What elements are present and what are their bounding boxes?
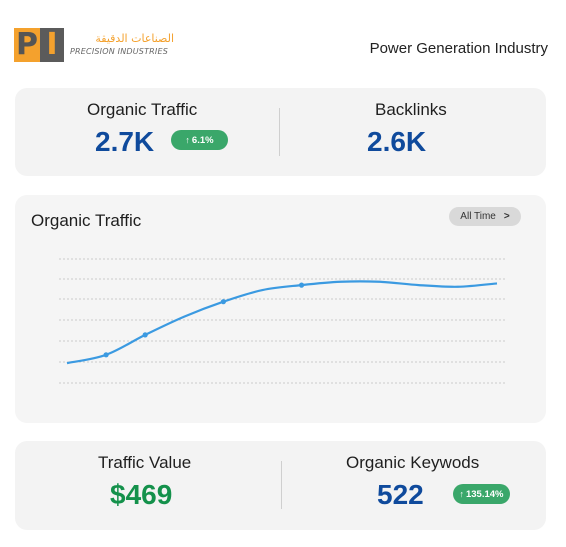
organic-keywords-change-badge: ↑ 135.14% xyxy=(453,484,510,504)
organic-traffic-change: 6.1% xyxy=(191,135,214,146)
traffic-value-label: Traffic Value xyxy=(98,453,192,472)
organic-traffic-value: 2.7K xyxy=(95,126,155,157)
organic-keywords-value: 522 xyxy=(377,479,424,510)
arrow-up-icon: ↑ xyxy=(459,489,464,499)
backlinks-label: Backlinks xyxy=(375,100,447,119)
data-point-marker[interactable] xyxy=(142,332,148,338)
organic-traffic-chart-card: Organic Traffic All Time > xyxy=(15,195,546,423)
summary-card-bottom: Traffic Value $469 Organic Keywods 522 ↑… xyxy=(15,441,546,530)
chevron-right-icon: > xyxy=(503,211,510,222)
chart-title: Organic Traffic xyxy=(31,211,142,230)
divider xyxy=(279,108,280,156)
arrow-up-icon: ↑ xyxy=(185,135,190,145)
time-range-label: All Time xyxy=(460,211,496,222)
divider xyxy=(281,461,282,509)
organic-traffic-line-chart xyxy=(59,258,505,384)
traffic-value-value: $469 xyxy=(110,479,173,510)
time-range-button[interactable]: All Time > xyxy=(449,207,521,226)
logo-letter-i: I xyxy=(40,28,64,62)
logo-arabic-text: الصناعات الدقيقة xyxy=(95,32,174,45)
data-point-marker[interactable] xyxy=(103,352,109,358)
brand-logo: P I الصناعات الدقيقة PRECISION INDUSTRIE… xyxy=(14,28,174,64)
organic-traffic-change-badge: ↑ 6.1% xyxy=(171,130,228,150)
logo-letter-p: P xyxy=(14,27,40,62)
organic-keywords-change: 135.14% xyxy=(465,489,504,500)
backlinks-value: 2.6K xyxy=(367,126,427,157)
data-point-marker[interactable] xyxy=(220,299,226,305)
logo-mark: P I xyxy=(14,28,66,62)
data-point-marker[interactable] xyxy=(298,282,305,288)
summary-card-top: Organic Traffic 2.7K ↑ 6.1% Backlinks 2.6… xyxy=(15,88,546,176)
header: P I الصناعات الدقيقة PRECISION INDUSTRIE… xyxy=(0,0,566,80)
organic-traffic-label: Organic Traffic xyxy=(87,100,198,119)
organic-keywords-label: Organic Keywods xyxy=(346,453,480,472)
page-title: Power Generation Industry xyxy=(369,40,548,57)
traffic-series-line xyxy=(66,280,498,365)
logo-english-text: PRECISION INDUSTRIES xyxy=(70,47,169,56)
